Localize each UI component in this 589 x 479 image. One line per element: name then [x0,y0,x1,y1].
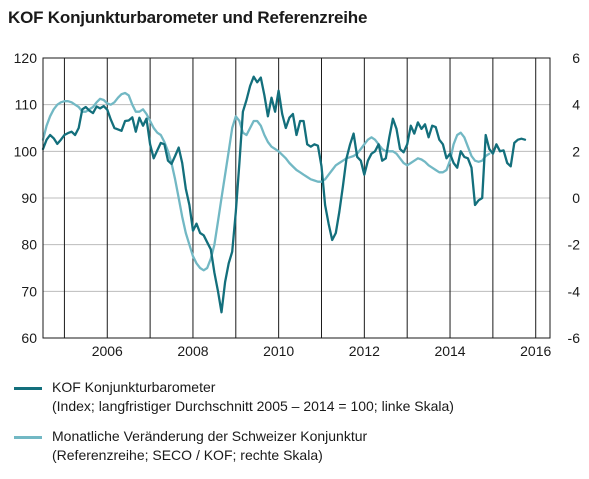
y-right-tick-label: -4 [568,283,581,299]
series-line-barometer [41,75,527,314]
x-tick-label: 2010 [263,343,294,359]
y-right-tick-label: 2 [572,143,580,159]
y-left-tick-label: 90 [21,190,37,206]
legend-sublabel-referenzreihe: (Referenzreihe; SECO / KOF; rechte Skala… [52,447,323,463]
chart-title: KOF Konjunkturbarometer und Referenzreih… [8,8,368,27]
y-right-tick-label: -2 [568,237,581,253]
y-right-tick-label: 0 [572,190,580,206]
tick-labels: 60 70 80 90 100 110 120 -6 -4 -2 0 2 4 6 2006 2008 2010 2… [14,50,581,359]
x-tick-label: 2006 [92,343,123,359]
series-line-referenzreihe [41,91,491,272]
y-right-tick-label: -6 [568,330,581,346]
y-left-tick-label: 80 [21,237,37,253]
y-left-tick-label: 100 [14,143,38,159]
legend-label-referenzreihe: Monatliche Veränderung der Schweizer Kon… [52,428,368,444]
plot-frame [42,57,551,339]
x-tick-label: 2008 [177,343,208,359]
y-left-tick-label: 110 [15,97,38,113]
legend-label-barometer: KOF Konjunkturbarometer [52,379,216,395]
x-tick-label: 2012 [349,343,380,359]
y-left-tick-label: 120 [14,50,38,66]
y-left-tick-label: 60 [21,330,37,346]
x-tick-label: 2014 [434,343,465,359]
x-tick-label: 2016 [520,343,551,359]
y-right-tick-label: 6 [572,50,580,66]
legend-sublabel-barometer: (Index; langfristiger Durchschnitt 2005 … [52,398,454,414]
legend-swatch-referenzreihe [14,436,42,439]
legend-swatch-barometer [14,387,42,390]
y-right-tick-label: 4 [572,97,580,113]
y-left-tick-label: 70 [21,283,37,299]
series-layer [41,75,527,314]
